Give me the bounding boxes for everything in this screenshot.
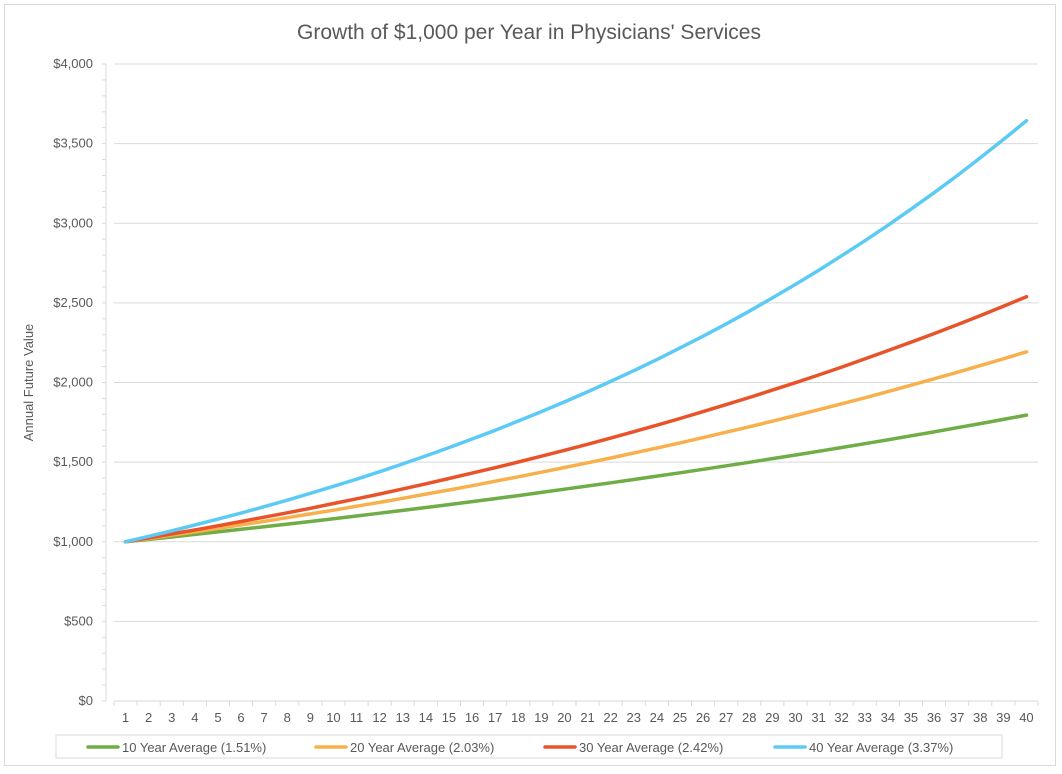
legend-box	[55, 734, 1003, 759]
y-tick-label: $3,000	[53, 215, 93, 230]
x-tick-label: 38	[973, 710, 987, 725]
series-line-3	[123, 294, 1029, 544]
x-tick-label: 16	[465, 710, 479, 725]
x-tick-label: 17	[488, 710, 502, 725]
series-lines	[123, 118, 1029, 544]
x-tick-label: 21	[580, 710, 594, 725]
x-tick-label: 26	[696, 710, 710, 725]
chart-title: Growth of $1,000 per Year in Physicians'…	[297, 21, 761, 44]
x-tick-label: 37	[950, 710, 964, 725]
axes	[102, 63, 1039, 706]
x-tick-label: 13	[396, 710, 410, 725]
x-tick-label: 3	[168, 710, 175, 725]
x-tick-label: 9	[307, 710, 314, 725]
y-tick-label: $500	[64, 613, 93, 628]
x-tick-label: 19	[534, 710, 548, 725]
x-tick-label: 11	[350, 710, 364, 725]
x-tick-label: 10	[326, 710, 340, 725]
legend-label: 30 Year Average (2.42%)	[579, 740, 723, 755]
y-tick-label: $1,500	[53, 454, 93, 469]
x-tick-label: 15	[442, 710, 456, 725]
y-tick-label: $2,000	[53, 375, 93, 390]
gridlines	[114, 63, 1038, 622]
x-tick-label: 33	[858, 710, 872, 725]
x-tick-label: 28	[742, 710, 756, 725]
x-tick-label: 1	[122, 710, 129, 725]
x-tick-label: 25	[673, 710, 687, 725]
x-tick-label: 8	[284, 710, 291, 725]
series-line-1	[123, 413, 1029, 544]
x-tick-label: 39	[996, 710, 1010, 725]
x-tick-label: 6	[237, 710, 244, 725]
x-tick-label: 22	[603, 710, 617, 725]
x-tick-label: 35	[904, 710, 918, 725]
x-tick-label: 36	[927, 710, 941, 725]
series-line-4	[123, 118, 1029, 544]
x-tick-label: 7	[261, 710, 268, 725]
legend: 10 Year Average (1.51%) 20 Year Average (…	[55, 734, 1003, 759]
y-axis-tick-labels: $0 $500 $1,000 $1,500 $2,000 $2,500 $3,000 $3,5…	[53, 56, 93, 708]
chart-frame: Growth of $1,000 per Year in Physicians'…	[4, 4, 1056, 766]
y-tick-label: $4,000	[53, 56, 93, 71]
x-tick-label: 30	[788, 710, 802, 725]
x-tick-label: 27	[719, 710, 733, 725]
x-tick-label: 29	[765, 710, 779, 725]
x-tick-label: 18	[511, 710, 525, 725]
y-tick-label: $1,000	[53, 534, 93, 549]
x-tick-label: 14	[419, 710, 433, 725]
x-tick-label: 4	[191, 710, 198, 725]
legend-label: 40 Year Average (3.37%)	[809, 740, 953, 755]
x-tick-label: 23	[627, 710, 641, 725]
x-tick-label: 34	[881, 710, 895, 725]
x-tick-label: 31	[811, 710, 825, 725]
y-tick-label: $0	[79, 693, 93, 708]
legend-label: 10 Year Average (1.51%)	[122, 740, 266, 755]
x-tick-label: 20	[557, 710, 571, 725]
x-tick-label: 12	[372, 710, 386, 725]
x-tick-label: 2	[145, 710, 152, 725]
series-line-2	[123, 350, 1029, 544]
line-chart: Growth of $1,000 per Year in Physicians'…	[21, 21, 1039, 759]
legend-label: 20 Year Average (2.03%)	[350, 740, 494, 755]
x-tick-label: 32	[834, 710, 848, 725]
y-tick-label: $2,500	[53, 295, 93, 310]
x-tick-label: 24	[650, 710, 664, 725]
y-axis-title: Annual Future Value	[21, 324, 36, 442]
y-tick-label: $3,500	[53, 136, 93, 151]
x-tick-label: 5	[214, 710, 221, 725]
x-tick-label: 40	[1019, 710, 1033, 725]
x-axis-tick-labels: 1 2 3 4 5 6 7 8 9 10 11 12 13 14 15 16 17 18 19 20 21 22 23 24 2…	[122, 710, 1034, 725]
